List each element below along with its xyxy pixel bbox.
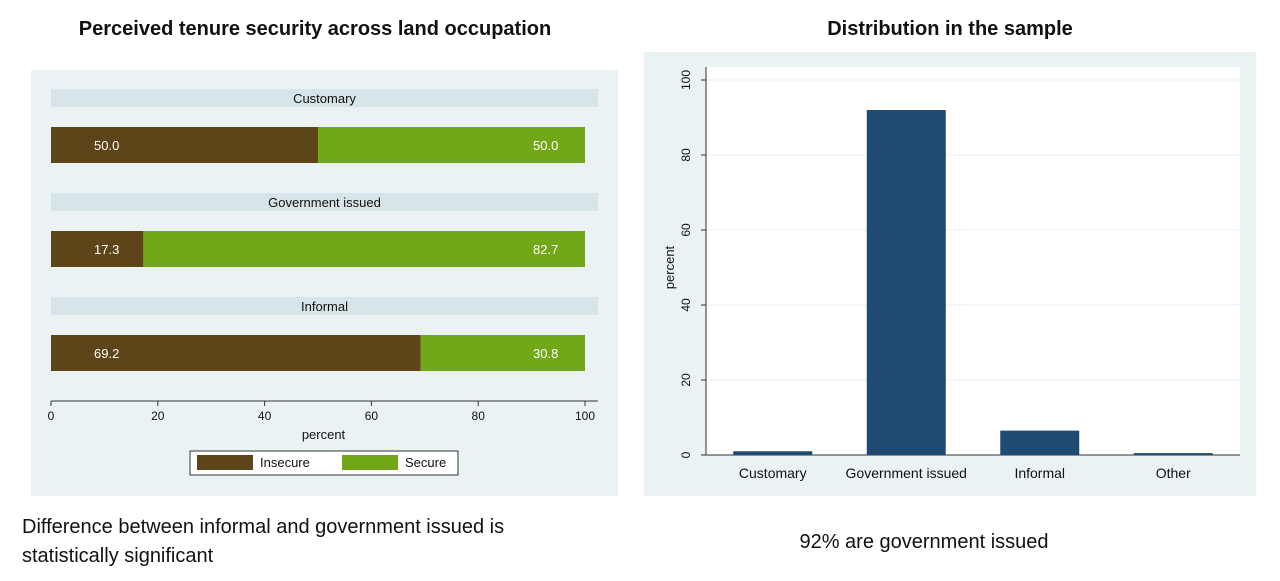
plot-area [706, 67, 1240, 455]
y-tick-label-4: 80 [679, 148, 693, 162]
sample-distribution-chart: 0 20 40 60 80 100 percent Customary Government i… [662, 67, 1240, 481]
tenure-security-chart-panel: Customary 50.0 50.0 Government issued 17.3 82… [31, 70, 618, 496]
panel-label-0: Customary [293, 91, 356, 106]
y-tick-label-0: 0 [679, 451, 693, 458]
x-tick-label-2: Informal [1014, 465, 1065, 481]
legend: Insecure Secure [189, 450, 459, 476]
bar-secure-0 [318, 127, 585, 163]
bar-label-secure-0: 50.0 [533, 138, 558, 153]
legend-label-insecure: Insecure [260, 455, 310, 470]
bar-3 [1133, 453, 1213, 455]
x-tick-label-5: 100 [575, 409, 595, 423]
legend-swatch-insecure [197, 455, 253, 470]
panel-label-1: Government issued [268, 195, 381, 210]
y-tick-label-5: 100 [679, 70, 693, 90]
left-chart-title: Perceived tenure security across land oc… [78, 18, 552, 40]
panel-strip-0 [51, 89, 598, 107]
y-axis-label: percent [662, 245, 677, 289]
y-tick-label-3: 60 [679, 223, 693, 237]
x-tick-label-2: 40 [258, 409, 272, 423]
bar-label-insecure-0: 50.0 [94, 138, 119, 153]
panel-label-2: Informal [301, 299, 348, 314]
x-tick-label-0: 0 [48, 409, 55, 423]
bar-label-secure-1: 82.7 [533, 242, 558, 257]
bar-insecure-1 [51, 231, 144, 267]
x-tick-label-0: Customary [739, 465, 807, 481]
panel-strip-1 [51, 193, 598, 211]
bar-secure-2 [420, 335, 585, 371]
bar-0 [733, 451, 813, 455]
x-tick-label-3: 60 [365, 409, 379, 423]
x-tick-label-4: 80 [472, 409, 486, 423]
x-tick-label-3: Other [1156, 465, 1191, 481]
legend-label-secure: Secure [405, 455, 446, 470]
bar-label-secure-2: 30.8 [533, 346, 558, 361]
bar-2 [1000, 430, 1080, 455]
bar-label-insecure-1: 17.3 [94, 242, 119, 257]
sample-distribution-chart-panel: 0 20 40 60 80 100 percent Customary Government i… [644, 52, 1256, 496]
y-tick-label-2: 40 [679, 298, 693, 312]
right-chart-title: Distribution in the sample [827, 18, 1073, 40]
bar-label-insecure-2: 69.2 [94, 346, 119, 361]
bar-1 [866, 110, 946, 455]
bar-secure-1 [143, 231, 585, 267]
legend-swatch-secure [342, 455, 398, 470]
panel-strip-2 [51, 297, 598, 315]
x-tick-label-1: Government issued [846, 465, 967, 481]
bar-insecure-2 [51, 335, 421, 371]
tenure-security-chart: Customary 50.0 50.0 Government issued 17.3 82… [48, 89, 598, 476]
significance-caption: Difference between informal and governme… [22, 516, 505, 567]
x-axis-label: percent [302, 427, 346, 442]
bar-insecure-0 [51, 127, 318, 163]
share-caption: 92% are government issued [799, 531, 1049, 553]
x-tick-label-1: 20 [151, 409, 165, 423]
y-tick-label-1: 20 [679, 373, 693, 387]
